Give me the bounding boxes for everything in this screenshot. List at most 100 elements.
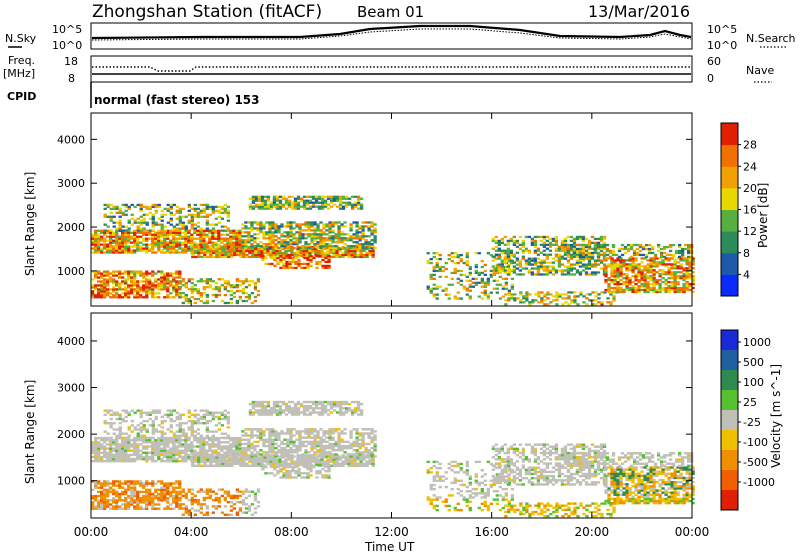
power-cell	[91, 247, 95, 250]
power-cell	[652, 286, 656, 290]
power-cell	[631, 284, 635, 288]
power-cell	[551, 265, 556, 268]
power-cell	[518, 269, 523, 272]
velocity-cell	[127, 455, 131, 459]
power-cell	[616, 277, 620, 280]
power-cell	[166, 231, 170, 234]
velocity-cell	[160, 422, 164, 425]
power-cell	[429, 257, 433, 261]
power-cell	[257, 203, 262, 206]
velocity-cell	[148, 492, 152, 496]
velocity-cell	[250, 434, 254, 437]
velocity-cell	[91, 480, 95, 483]
velocity-cell	[139, 422, 143, 425]
power-cell	[142, 227, 146, 230]
velocity-cell	[145, 507, 149, 510]
power-cell	[328, 221, 332, 224]
power-cell	[241, 289, 246, 293]
velocity-cell	[127, 503, 131, 506]
velocity-cell	[190, 422, 194, 425]
power-cell	[456, 281, 460, 284]
power-cell	[676, 277, 680, 280]
velocity-cell	[151, 507, 155, 510]
power-cell	[118, 251, 122, 254]
power-cell	[650, 251, 655, 255]
power-cell	[163, 251, 167, 254]
power-cell	[142, 272, 146, 275]
power-cell	[435, 269, 439, 273]
power-cell	[602, 255, 607, 258]
power-cell	[323, 199, 328, 202]
power-cell	[504, 299, 508, 302]
power-cell	[103, 274, 107, 277]
power-cell	[329, 251, 333, 255]
velocity-cell	[269, 458, 273, 461]
power-cell	[546, 297, 550, 300]
velocity-cell	[259, 438, 263, 441]
power-cell	[465, 254, 469, 257]
power-cell	[597, 297, 601, 300]
power-cell	[596, 271, 601, 274]
power-cell	[275, 199, 280, 202]
power-cell	[305, 207, 310, 210]
power-cell	[349, 229, 353, 232]
power-cell	[561, 293, 565, 296]
velocity-cell	[232, 451, 236, 455]
power-cell	[349, 227, 353, 230]
velocity-cell	[112, 411, 116, 414]
power-cell	[169, 203, 173, 207]
velocity-cell	[190, 443, 194, 446]
power-cell	[250, 301, 255, 305]
power-cell	[130, 290, 134, 293]
power-cell	[486, 293, 490, 296]
power-cell	[145, 207, 149, 211]
velocity-cell	[163, 486, 167, 489]
power-cell	[109, 278, 113, 281]
power-cell	[118, 284, 122, 287]
power-cell	[133, 251, 137, 254]
velocity-cell	[241, 442, 245, 446]
power-cell	[211, 227, 216, 230]
power-cell	[578, 237, 583, 241]
power-cell	[355, 243, 359, 246]
power-cell	[154, 231, 158, 234]
power-cell	[563, 245, 568, 248]
power-cell	[118, 227, 122, 230]
power-cell	[142, 274, 146, 277]
velocity-cell	[359, 458, 363, 461]
power-cell	[244, 278, 249, 281]
velocity-cell	[229, 447, 233, 450]
power-cell	[492, 271, 496, 275]
noise-right-label: N.Search	[746, 32, 796, 45]
velocity-cell	[242, 462, 246, 465]
velocity-cell	[154, 441, 158, 444]
power-cell	[492, 287, 496, 290]
power-cell	[280, 223, 284, 226]
power-cell	[491, 247, 495, 250]
power-cell	[673, 290, 677, 294]
power-cell	[292, 233, 296, 236]
power-cell	[343, 221, 347, 224]
power-cell	[327, 260, 331, 264]
velocity-cell	[329, 464, 333, 468]
velocity-cell	[247, 434, 251, 437]
velocity-cell	[257, 456, 261, 459]
velocity-cell	[154, 449, 158, 452]
power-cell	[641, 253, 646, 257]
power-cell	[148, 247, 152, 250]
power-cell	[578, 259, 583, 262]
power-cell	[220, 241, 224, 244]
velocity-cell	[202, 415, 206, 419]
velocity-cell	[215, 454, 219, 457]
power-cell	[625, 267, 629, 270]
power-cell	[613, 271, 617, 274]
power-cell	[175, 237, 179, 240]
velocity-cell	[251, 462, 255, 465]
power-cell	[459, 279, 463, 282]
power-cell	[679, 286, 683, 290]
velocity-cell	[223, 457, 227, 461]
power-cell	[289, 221, 293, 224]
velocity-cell	[148, 501, 152, 504]
power-cell	[106, 243, 110, 246]
power-cell	[196, 215, 200, 218]
